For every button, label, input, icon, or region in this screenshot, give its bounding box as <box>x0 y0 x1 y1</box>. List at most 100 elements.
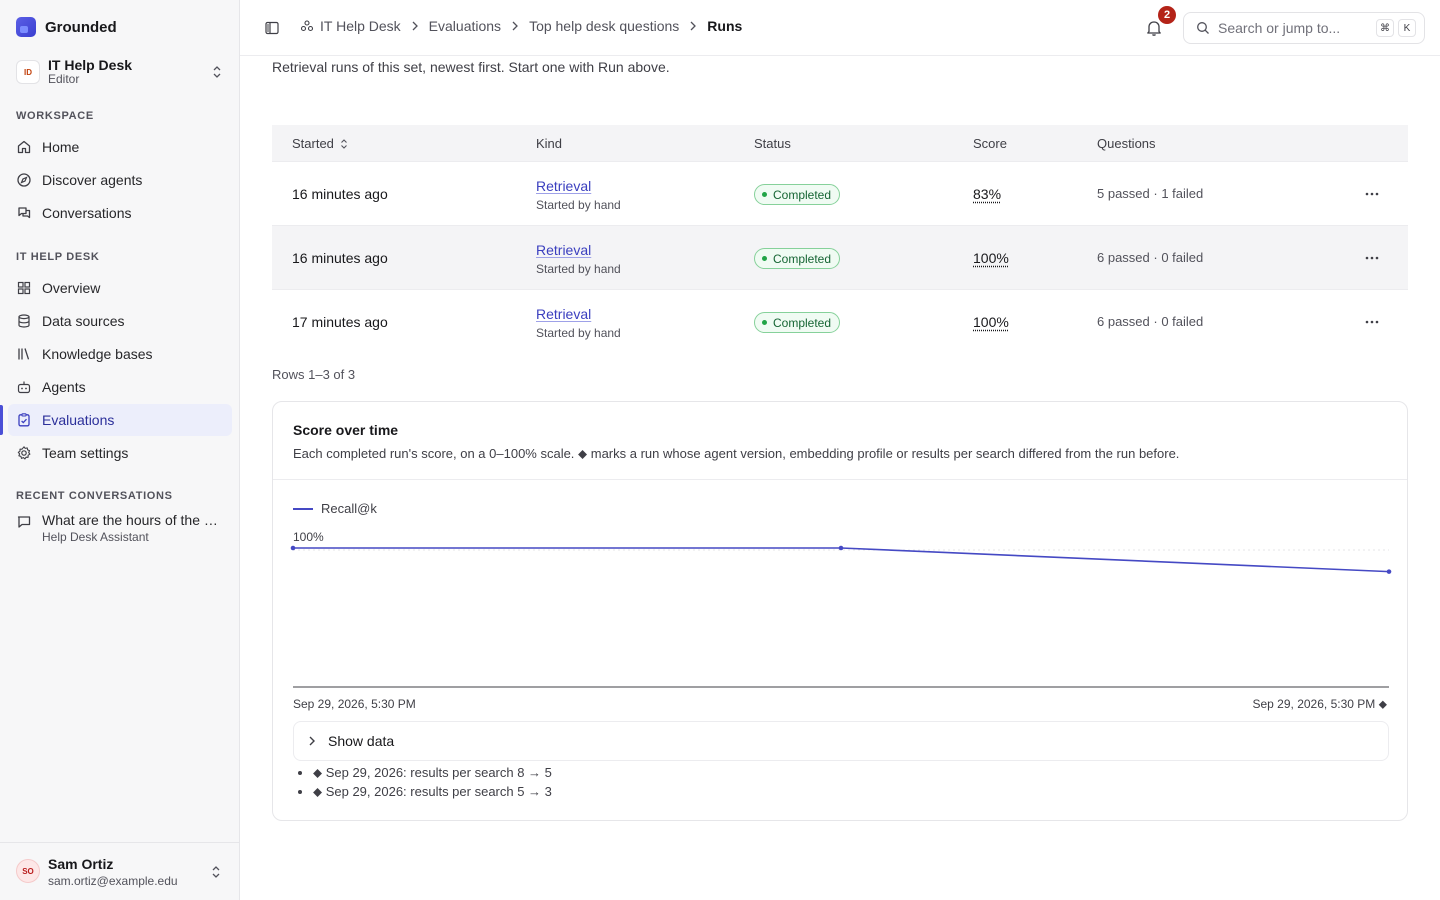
status-dot <box>762 320 767 325</box>
show-data-label: Show data <box>328 733 395 749</box>
row-actions-button[interactable] <box>1362 184 1382 204</box>
column-header-started[interactable]: Started <box>292 136 348 151</box>
sidebar-item-evaluations[interactable]: Evaluations <box>8 404 232 436</box>
run-kind-link[interactable]: Retrieval <box>536 242 592 258</box>
message-icon <box>17 516 31 528</box>
search-box[interactable]: ⌘ K <box>1183 12 1425 44</box>
table-row[interactable]: 17 minutes ago Retrieval Started by hand… <box>272 290 1408 354</box>
rows-count: Rows 1–3 of 3 <box>272 367 356 382</box>
brand[interactable]: Grounded <box>16 17 117 37</box>
chevrons-up-down-icon <box>213 66 221 78</box>
gear-icon <box>17 446 31 460</box>
chevrons-up-down-icon <box>212 866 220 878</box>
show-data-toggle[interactable]: Show data <box>293 721 1389 761</box>
status-label: Completed <box>773 251 832 266</box>
sidebar-item-label: Discover agents <box>42 172 143 188</box>
column-header-score: Score <box>973 136 1007 151</box>
sidebar-toggle-icon[interactable] <box>264 20 280 36</box>
breadcrumb-eval-set[interactable]: Top help desk questions <box>529 18 680 34</box>
status-dot <box>762 192 767 197</box>
data-point <box>838 545 844 551</box>
user-menu[interactable]: SO Sam Ortiz sam.ortiz@example.edu <box>0 842 239 900</box>
card-description: Each completed run's score, on a 0–100% … <box>293 446 1180 461</box>
breadcrumb-current: Runs <box>707 18 743 34</box>
sidebar-item-label: Conversations <box>42 205 132 221</box>
recent-conversation-title: What are the hours of the help desk? <box>42 512 220 528</box>
section-label-recent: RECENT CONVERSATIONS <box>16 490 173 502</box>
sidebar-item-conversations[interactable]: Conversations <box>8 197 232 229</box>
status-badge: Completed <box>754 184 841 205</box>
table-row[interactable]: 16 minutes ago Retrieval Started by hand… <box>272 226 1408 290</box>
team-role: Editor <box>48 72 80 87</box>
more-horizontal-icon <box>1365 192 1379 196</box>
home-icon <box>17 140 31 154</box>
status-label: Completed <box>773 315 832 330</box>
chevron-right-icon <box>309 736 315 746</box>
column-header-questions: Questions <box>1097 136 1156 151</box>
run-score[interactable]: 100% <box>973 250 1009 266</box>
sidebar-item-label: Data sources <box>42 313 125 329</box>
recent-conversation-agent: Help Desk Assistant <box>42 530 149 544</box>
bell-icon[interactable] <box>1144 18 1164 38</box>
shortcut-key-k: K <box>1398 19 1416 37</box>
status-label: Completed <box>773 187 832 202</box>
run-trigger: Started by hand <box>536 198 621 212</box>
user-name: Sam Ortiz <box>48 856 114 872</box>
runs-table: Started Kind Status Score Questions 16 m… <box>272 125 1408 354</box>
sidebar-item-agents[interactable]: Agents <box>8 371 232 403</box>
status-badge: Completed <box>754 248 841 269</box>
team-avatar: ID <box>16 60 40 84</box>
score-chart: 100% <box>290 530 1392 688</box>
card-header <box>273 402 1407 480</box>
run-score[interactable]: 83% <box>973 186 1002 202</box>
more-horizontal-icon <box>1365 320 1379 324</box>
run-score[interactable]: 100% <box>973 314 1009 330</box>
sidebar-item-overview[interactable]: Overview <box>8 272 232 304</box>
sidebar-item-home[interactable]: Home <box>8 131 232 163</box>
breadcrumb-evaluations[interactable]: Evaluations <box>428 18 502 34</box>
library-icon <box>18 348 30 360</box>
sidebar-item-data-sources[interactable]: Data sources <box>8 305 232 337</box>
legend-label: Recall@k <box>321 501 377 516</box>
run-questions: 6 passed · 0 failed <box>1097 314 1204 329</box>
card-title: Score over time <box>293 422 399 438</box>
section-label-team: IT HELP DESK <box>16 251 100 263</box>
sidebar-item-label: Knowledge bases <box>42 346 153 362</box>
row-actions-button[interactable] <box>1362 248 1382 268</box>
compass-icon <box>17 173 31 187</box>
bot-icon <box>17 381 31 394</box>
run-questions: 5 passed · 1 failed <box>1097 186 1204 201</box>
more-horizontal-icon <box>1365 256 1379 260</box>
active-indicator <box>0 405 3 435</box>
run-started: 17 minutes ago <box>292 314 388 330</box>
column-header-kind: Kind <box>536 136 563 151</box>
chart-legend: Recall@k <box>293 501 377 516</box>
recent-conversation-item[interactable]: What are the hours of the help desk? Hel… <box>8 512 232 552</box>
sort-icon <box>341 138 347 149</box>
team-switcher[interactable]: ID IT Help Desk Editor <box>16 56 228 88</box>
table-row[interactable]: 16 minutes ago Retrieval Started by hand… <box>272 162 1408 226</box>
column-header-label: Started <box>292 136 334 151</box>
breadcrumb-team[interactable]: IT Help Desk <box>320 18 401 34</box>
row-actions-button[interactable] <box>1362 312 1382 332</box>
table-header: Started Kind Status Score Questions <box>272 125 1408 162</box>
shortcut-key-cmd: ⌘ <box>1376 19 1394 37</box>
sidebar-item-knowledge-bases[interactable]: Knowledge bases <box>8 338 232 370</box>
top-bar: IT Help Desk Evaluations Top help desk q… <box>240 0 1440 56</box>
column-header-status: Status <box>754 136 791 151</box>
run-trigger: Started by hand <box>536 326 621 340</box>
run-kind-link[interactable]: Retrieval <box>536 306 592 322</box>
runs-intro: Retrieval runs of this set, newest first… <box>272 59 670 75</box>
x-axis-start-label: Sep 29, 2026, 5:30 PM <box>293 697 416 711</box>
run-kind-link[interactable]: Retrieval <box>536 178 592 194</box>
sidebar-item-label: Evaluations <box>42 412 115 428</box>
legend-swatch <box>293 507 313 510</box>
brand-logo <box>16 17 36 37</box>
user-email: sam.ortiz@example.edu <box>48 874 178 888</box>
config-changes-list: ⬥ Sep 29, 2026: results per search 8 → 5… <box>297 763 552 801</box>
sidebar-item-team-settings[interactable]: Team settings <box>8 437 232 469</box>
list-item: ⬥ Sep 29, 2026: results per search 5 → 3 <box>313 782 552 801</box>
brand-name: Grounded <box>45 18 117 36</box>
search-input[interactable] <box>1218 20 1368 36</box>
sidebar-item-discover-agents[interactable]: Discover agents <box>8 164 232 196</box>
